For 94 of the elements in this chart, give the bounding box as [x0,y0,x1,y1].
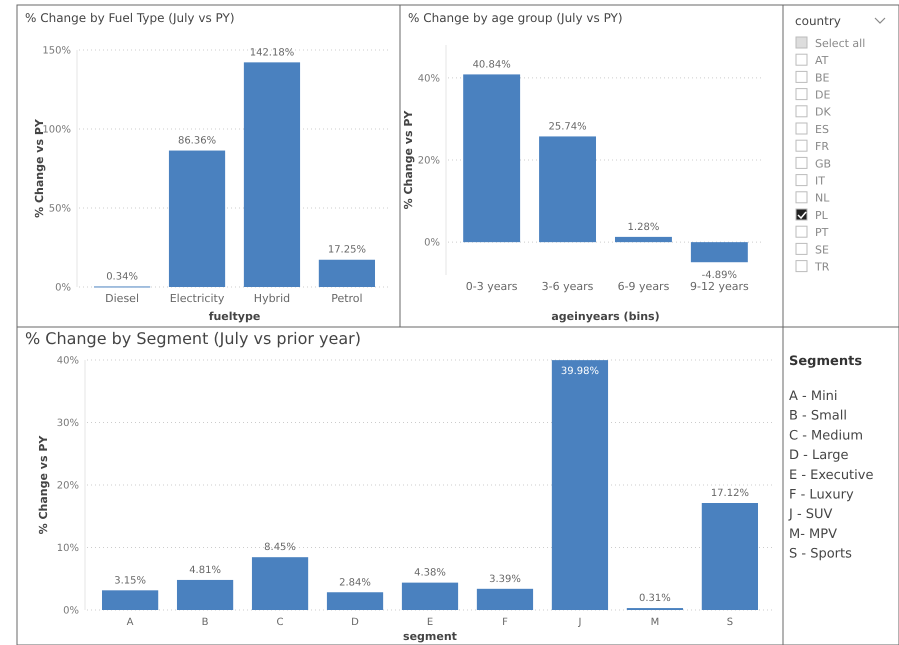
x-tick-label: Hybrid [254,292,290,305]
data-label: -4.89% [702,270,738,282]
text: PL [815,208,829,222]
text: F - Luxury [789,488,854,502]
bar [326,592,384,610]
text: S - Sports [789,546,852,562]
text: ES [815,122,829,136]
x-axis-title: fueltype [208,310,260,323]
data-label: 2.84% [339,577,371,588]
text: SE [815,243,829,256]
data-label: 142.18% [250,47,294,58]
y-axis-title: % Change vs PY [37,434,50,534]
data-label: 39.98% [560,366,600,378]
y-tick-label: 40% [56,356,79,366]
data-label: 8.45% [264,542,296,554]
y-tick-label: 0% [63,606,79,616]
text: J - SUV [788,507,833,522]
x-tick-label: E [426,617,434,628]
bar [476,588,534,610]
text: D - Large [789,448,849,464]
bar [690,242,748,262]
text: NL [815,192,830,205]
data-label: 4.81% [189,564,221,576]
data-label: 25.74% [548,121,587,132]
bar [318,260,376,287]
x-axis-title: ageinyears (bins) [551,310,660,323]
chart-title: % Change by Fuel Type (July vs PY) [25,11,234,25]
bar [402,582,458,610]
text: Segments [789,354,862,369]
chart-title: % Change by Segment (July vs prior year) [25,329,361,348]
data-label: 0.34% [106,271,138,282]
x-tick-label: Electricity [170,292,225,305]
x-tick-label: C [276,617,284,628]
bar [244,62,300,287]
bar [252,557,308,610]
data-label: 1.28% [628,222,660,233]
data-label: 3.15% [114,575,146,586]
x-tick-label: S [726,617,734,628]
y-tick-label: 0% [55,282,71,294]
text: AT [815,54,829,68]
y-tick-label: 40% [418,73,440,84]
x-tick-label: 6-9 years [618,280,670,293]
bar [102,590,158,610]
x-tick-label: J [577,617,582,628]
x-tick-label: Diesel [105,292,140,305]
bar [702,503,758,610]
x-tick-label: M [650,617,660,628]
text: DE [815,88,830,102]
y-tick-label: 50% [48,204,71,214]
text: PT [815,226,829,240]
data-label: 4.38% [414,568,446,579]
x-tick-label: 3-6 years [542,280,594,293]
data-label: 86.36% [178,136,216,147]
y-tick-label: 20% [418,156,440,166]
chart-title: % Change by age group (July vs PY) [408,11,623,25]
data-label: 17.25% [328,244,366,256]
text: BE [815,71,830,84]
bar [463,74,520,242]
text: GB [815,157,832,170]
y-tick-label: 20% [56,480,79,492]
y-axis-title: % Change vs PY [402,110,415,210]
bar [614,236,672,242]
data-label: 3.39% [489,574,521,585]
bar [552,360,608,610]
text: A - Mini [789,389,838,404]
data-label: 17.12% [710,488,749,499]
text: FR [815,140,830,154]
bar [168,150,226,287]
y-tick-label: 100% [42,124,71,136]
bar [539,136,596,242]
text: M- MPV [789,526,838,542]
text: IT [815,174,826,188]
text: B - Small [789,408,847,424]
text: Select all [815,36,866,50]
x-tick-label: Petrol [331,292,363,305]
x-tick-label: A [126,617,134,628]
x-tick-label: 0-3 years [466,280,518,293]
x-tick-label: 9-12 years [690,280,749,293]
data-label: 40.84% [472,59,511,70]
text: country [795,14,841,28]
x-tick-label: F [502,617,508,628]
text: DK [815,106,832,119]
data-label: 0.31% [639,593,671,604]
y-tick-label: 150% [42,46,71,56]
y-tick-label: 30% [56,418,79,429]
x-axis-title: segment [403,630,457,643]
x-tick-label: D [351,617,360,628]
text: C - Medium [789,428,864,444]
y-tick-label: 0% [424,238,440,249]
x-tick-label: B [202,617,209,628]
text: TR [814,260,830,274]
bar [176,580,234,610]
y-tick-label: 10% [56,543,79,554]
text: E - Executive [789,468,874,483]
